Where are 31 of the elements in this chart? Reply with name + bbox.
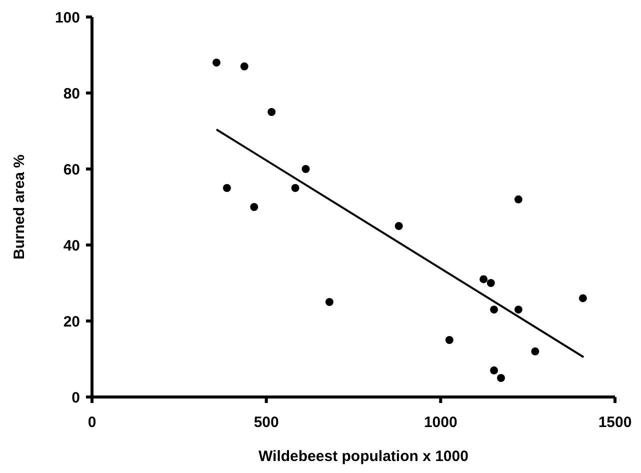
y-tick-label: 0 xyxy=(72,389,80,406)
point xyxy=(486,279,495,287)
point xyxy=(490,306,498,314)
y-axis-title: Burned area % xyxy=(11,154,28,260)
y-tick-label: 80 xyxy=(63,85,80,102)
point xyxy=(578,294,587,302)
x-tick-label: 500 xyxy=(254,414,279,431)
point xyxy=(222,184,231,192)
point xyxy=(291,184,300,192)
point xyxy=(268,108,276,116)
y-tick-label: 100 xyxy=(54,9,80,26)
point xyxy=(531,347,540,356)
point xyxy=(445,336,454,344)
point xyxy=(325,298,334,306)
x-tick-label: 1000 xyxy=(424,414,458,431)
point xyxy=(302,165,310,173)
x-tick-label: 1500 xyxy=(598,414,632,431)
point xyxy=(514,195,522,204)
point xyxy=(250,203,258,211)
x-tick-label: 0 xyxy=(88,414,96,431)
point xyxy=(514,306,522,314)
x-axis-title: Wildebeest population x 1000 xyxy=(258,448,468,465)
y-tick-label: 40 xyxy=(63,237,80,254)
point xyxy=(490,366,498,374)
point xyxy=(480,275,488,284)
point xyxy=(394,222,403,230)
y-tick-label: 20 xyxy=(63,313,80,330)
point xyxy=(496,374,505,382)
y-tick-label: 60 xyxy=(63,161,80,178)
point xyxy=(240,62,248,70)
point xyxy=(212,58,220,67)
